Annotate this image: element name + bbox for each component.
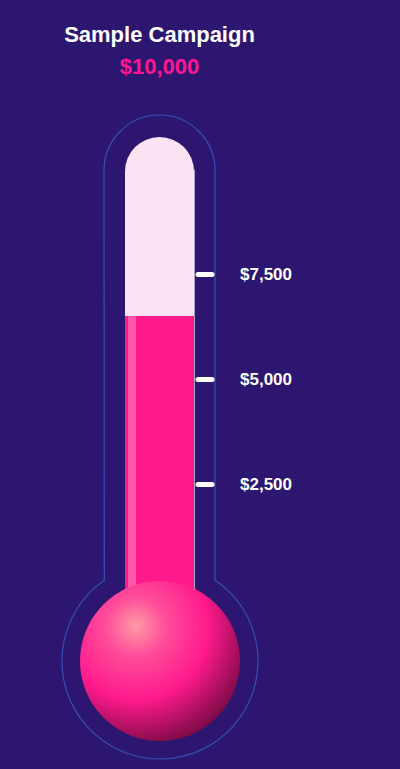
tube	[125, 137, 194, 600]
tick-label: $5,000	[240, 370, 292, 389]
axis-line	[194, 170, 195, 590]
fill-highlight	[128, 316, 136, 589]
tick-mark	[198, 272, 212, 277]
y-axis: $2,500 $5,000 $7,500	[195, 170, 293, 590]
plot-area	[125, 316, 194, 589]
fill-bar	[125, 316, 194, 589]
tick: $2,500	[198, 475, 292, 494]
chart: $2,500 $5,000 $7,500 Sample Campaign $10,000	[0, 0, 400, 769]
thermometer-outline	[62, 115, 258, 759]
tick: $5,000	[198, 370, 292, 389]
tick-mark	[198, 482, 212, 487]
bulb	[80, 581, 240, 741]
background	[0, 0, 400, 769]
tick-label: $2,500	[240, 475, 292, 494]
goal-label: $10,000	[120, 54, 200, 79]
title: Sample Campaign	[64, 22, 255, 47]
tick: $7,500	[198, 265, 292, 284]
tick-label: $7,500	[240, 265, 292, 284]
tick-mark	[198, 377, 212, 382]
